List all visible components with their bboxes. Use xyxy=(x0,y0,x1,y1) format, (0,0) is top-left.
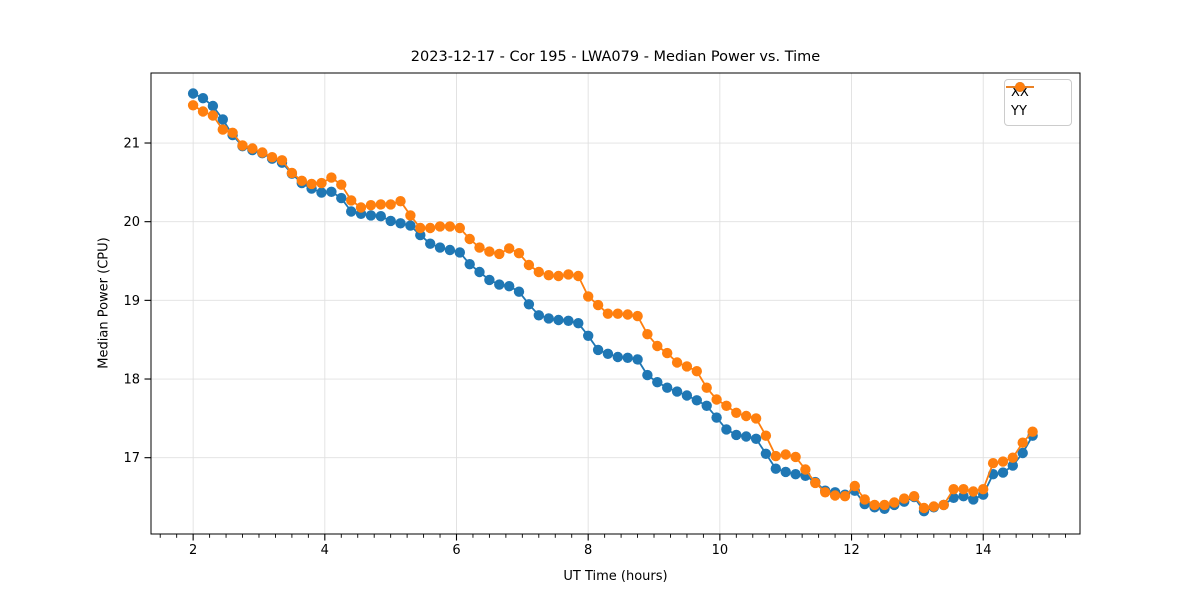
svg-text:17: 17 xyxy=(123,451,140,466)
ticks: 2 4 6 8 10 12 14 17 18 19 20 21 xyxy=(123,137,1066,558)
legend-item-yy: YY xyxy=(1006,82,1064,120)
series-YY xyxy=(187,100,1038,514)
svg-text:20: 20 xyxy=(123,215,140,230)
svg-text:18: 18 xyxy=(123,373,140,388)
x-axis-label: UT Time (hours) xyxy=(563,569,668,584)
series-XX xyxy=(187,88,1038,517)
grid xyxy=(151,73,1080,534)
svg-text:21: 21 xyxy=(123,137,140,152)
chart-title: 2023-12-17 - Cor 195 - LWA079 - Median P… xyxy=(410,49,821,65)
svg-text:12: 12 xyxy=(843,543,860,558)
svg-text:2: 2 xyxy=(189,543,197,558)
svg-text:6: 6 xyxy=(452,543,460,558)
legend-item-label: YY xyxy=(1011,104,1027,119)
legend: XX YY xyxy=(1004,79,1072,126)
svg-text:14: 14 xyxy=(975,543,992,558)
svg-text:10: 10 xyxy=(712,543,729,558)
y-axis-label-text: Median Power (CPU) xyxy=(96,237,112,369)
plot-border xyxy=(150,72,1081,535)
svg-text:8: 8 xyxy=(584,543,592,558)
svg-text:4: 4 xyxy=(321,543,329,558)
line-marker-swatch-icon xyxy=(1006,82,1034,92)
svg-text:19: 19 xyxy=(123,294,140,309)
